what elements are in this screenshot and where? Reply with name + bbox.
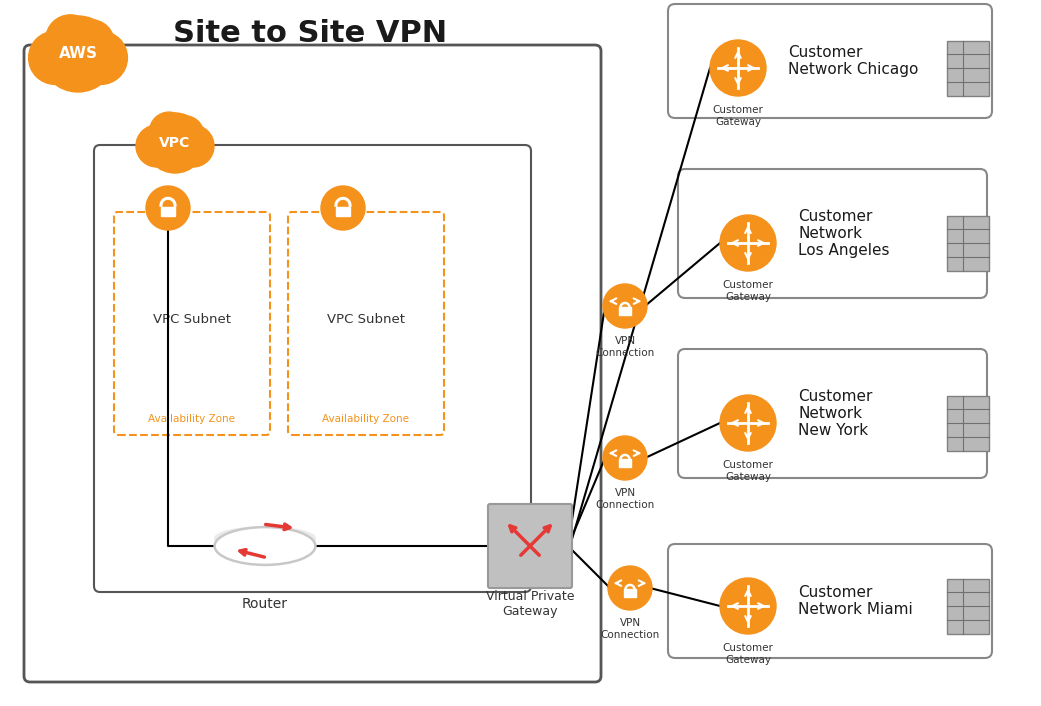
Circle shape bbox=[710, 40, 766, 96]
Circle shape bbox=[720, 395, 776, 451]
Text: Router: Router bbox=[242, 597, 288, 611]
Text: VPC Subnet: VPC Subnet bbox=[153, 313, 231, 325]
FancyBboxPatch shape bbox=[947, 395, 989, 450]
Circle shape bbox=[603, 436, 648, 480]
Text: Availability Zone: Availability Zone bbox=[323, 414, 409, 424]
Circle shape bbox=[720, 215, 776, 271]
FancyBboxPatch shape bbox=[947, 215, 989, 270]
Text: Availability Zone: Availability Zone bbox=[149, 414, 235, 424]
Circle shape bbox=[136, 125, 178, 167]
FancyBboxPatch shape bbox=[668, 544, 992, 658]
Ellipse shape bbox=[214, 527, 315, 565]
Text: VPC: VPC bbox=[159, 136, 191, 150]
FancyBboxPatch shape bbox=[288, 212, 445, 435]
Bar bbox=[625, 589, 636, 597]
Text: Customer
Gateway: Customer Gateway bbox=[712, 105, 763, 126]
Circle shape bbox=[172, 125, 214, 167]
Text: VPC Subnet: VPC Subnet bbox=[327, 313, 405, 325]
Text: Virtual Private
Gateway: Virtual Private Gateway bbox=[486, 590, 575, 618]
Bar bbox=[161, 207, 175, 216]
Circle shape bbox=[146, 186, 191, 230]
Text: VPN
Connection: VPN Connection bbox=[595, 488, 655, 510]
Circle shape bbox=[608, 566, 652, 610]
Circle shape bbox=[720, 578, 776, 634]
FancyBboxPatch shape bbox=[488, 504, 572, 588]
Bar bbox=[619, 307, 631, 316]
Text: Customer
Network
New York: Customer Network New York bbox=[798, 388, 872, 438]
Circle shape bbox=[145, 113, 205, 173]
Text: Customer
Gateway: Customer Gateway bbox=[722, 280, 773, 301]
FancyBboxPatch shape bbox=[947, 40, 989, 95]
Circle shape bbox=[28, 31, 82, 85]
Text: Customer
Gateway: Customer Gateway bbox=[722, 460, 773, 481]
Text: VPN
Connection: VPN Connection bbox=[595, 336, 655, 358]
Circle shape bbox=[74, 31, 127, 85]
FancyBboxPatch shape bbox=[94, 145, 531, 592]
Circle shape bbox=[603, 284, 648, 328]
FancyBboxPatch shape bbox=[24, 45, 601, 682]
Circle shape bbox=[150, 112, 188, 151]
FancyBboxPatch shape bbox=[678, 349, 987, 478]
Bar bbox=[619, 459, 631, 467]
Text: Customer
Gateway: Customer Gateway bbox=[722, 643, 773, 664]
Circle shape bbox=[46, 15, 95, 64]
Circle shape bbox=[69, 20, 115, 66]
Ellipse shape bbox=[214, 527, 315, 550]
Text: Customer
Network Miami: Customer Network Miami bbox=[798, 585, 913, 617]
FancyBboxPatch shape bbox=[947, 578, 989, 633]
Text: VPN
Connection: VPN Connection bbox=[601, 618, 660, 640]
Text: Customer
Network Chicago: Customer Network Chicago bbox=[788, 44, 918, 77]
Text: Customer
Network
Los Angeles: Customer Network Los Angeles bbox=[798, 208, 889, 258]
Circle shape bbox=[168, 116, 203, 152]
FancyBboxPatch shape bbox=[678, 169, 987, 298]
Circle shape bbox=[40, 16, 116, 92]
Text: Site to Site VPN: Site to Site VPN bbox=[173, 20, 447, 49]
FancyBboxPatch shape bbox=[115, 212, 270, 435]
Circle shape bbox=[321, 186, 365, 230]
Bar bbox=[336, 207, 350, 216]
Text: AWS: AWS bbox=[58, 47, 98, 61]
FancyBboxPatch shape bbox=[668, 4, 992, 118]
